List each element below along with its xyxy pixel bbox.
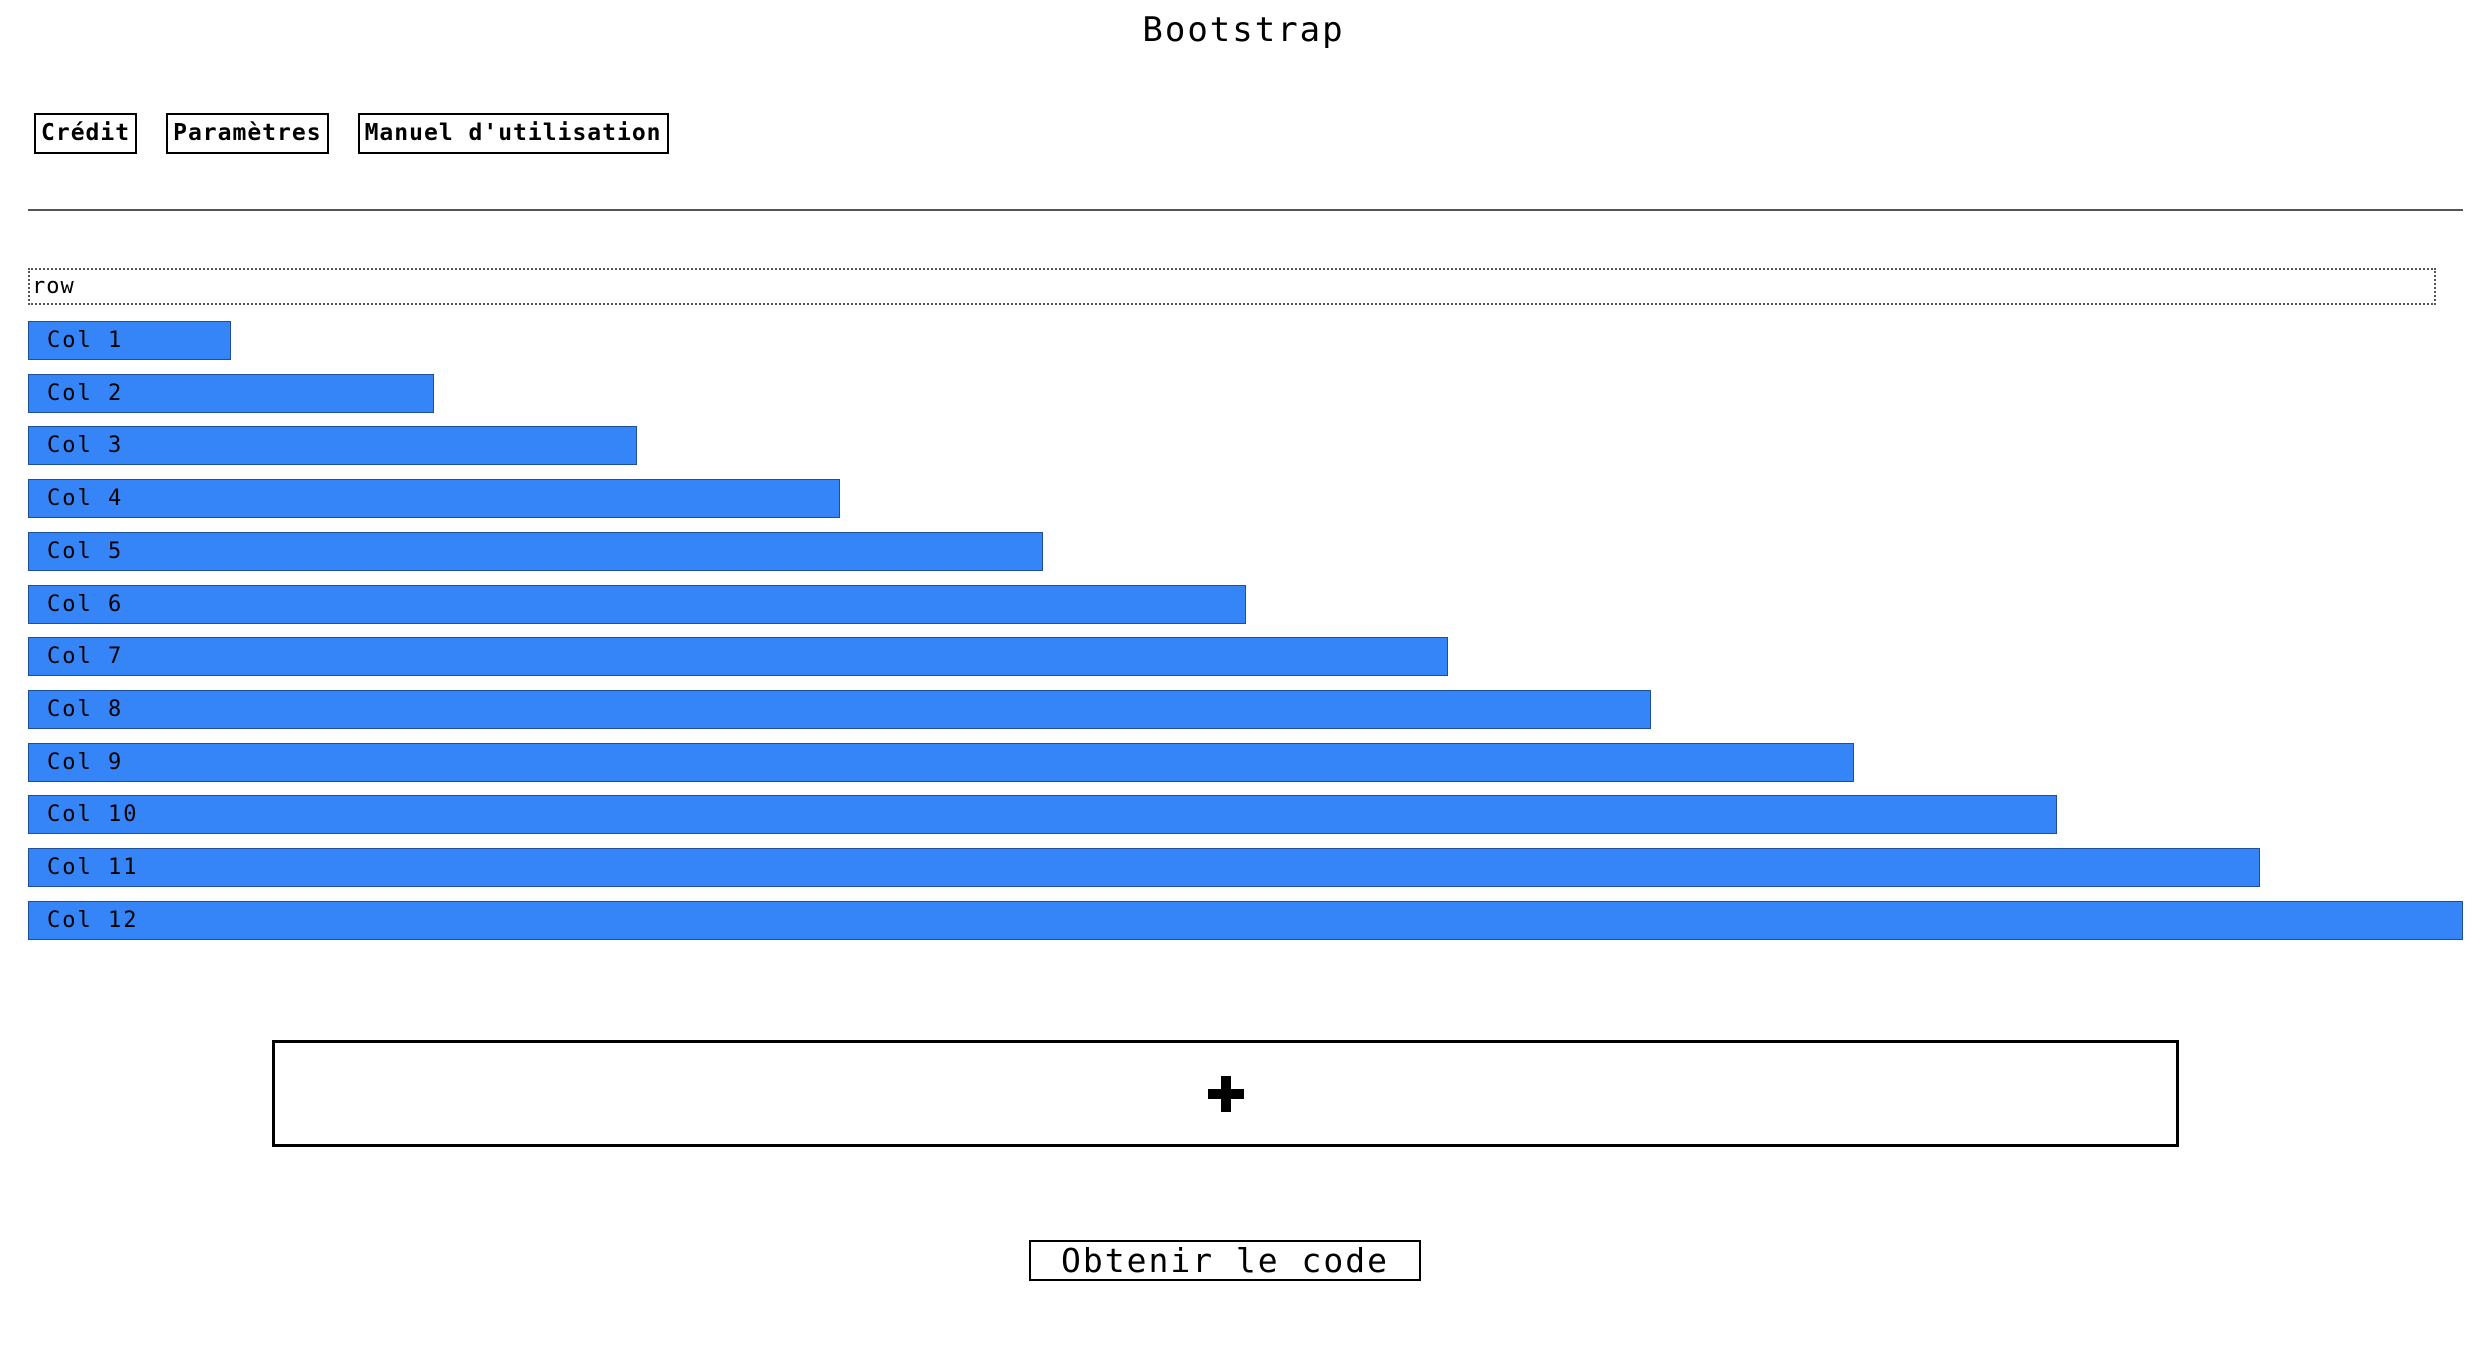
column-1[interactable]: Col 1 (28, 321, 231, 360)
column-7[interactable]: Col 7 (28, 637, 1448, 676)
top-menu: Crédit Paramètres Manuel d'utilisation (34, 113, 669, 154)
column-8[interactable]: Col 8 (28, 690, 1651, 729)
column-label: Col 6 (47, 592, 124, 617)
column-2[interactable]: Col 2 (28, 374, 434, 413)
plus-icon (1207, 1075, 1244, 1112)
column-label: Col 2 (47, 381, 124, 406)
column-6[interactable]: Col 6 (28, 585, 1246, 624)
column-label: Col 3 (47, 433, 124, 458)
column-label: Col 7 (47, 644, 124, 669)
column-label: Col 11 (47, 855, 139, 880)
column-11[interactable]: Col 11 (28, 848, 2260, 887)
column-label: Col 4 (47, 486, 124, 511)
settings-button[interactable]: Paramètres (166, 113, 329, 154)
column-3[interactable]: Col 3 (28, 426, 637, 465)
row-container[interactable]: row (28, 268, 2436, 305)
column-5[interactable]: Col 5 (28, 532, 1043, 571)
column-label: Col 5 (47, 539, 124, 564)
get-code-button[interactable]: Obtenir le code (1029, 1240, 1421, 1281)
column-4[interactable]: Col 4 (28, 479, 840, 518)
credit-button[interactable]: Crédit (34, 113, 138, 154)
page-title: Bootstrap (1142, 10, 1345, 50)
column-label: Col 10 (47, 802, 139, 827)
column-label: Col 9 (47, 750, 124, 775)
column-12[interactable]: Col 12 (28, 901, 2463, 940)
divider (28, 209, 2463, 211)
add-row-button[interactable] (272, 1040, 2179, 1147)
column-label: Col 12 (47, 908, 139, 933)
column-label: Col 8 (47, 697, 124, 722)
column-9[interactable]: Col 9 (28, 743, 1854, 782)
row-label: row (32, 274, 75, 299)
user-manual-button[interactable]: Manuel d'utilisation (357, 113, 669, 154)
column-10[interactable]: Col 10 (28, 795, 2057, 834)
column-label: Col 1 (47, 328, 124, 353)
